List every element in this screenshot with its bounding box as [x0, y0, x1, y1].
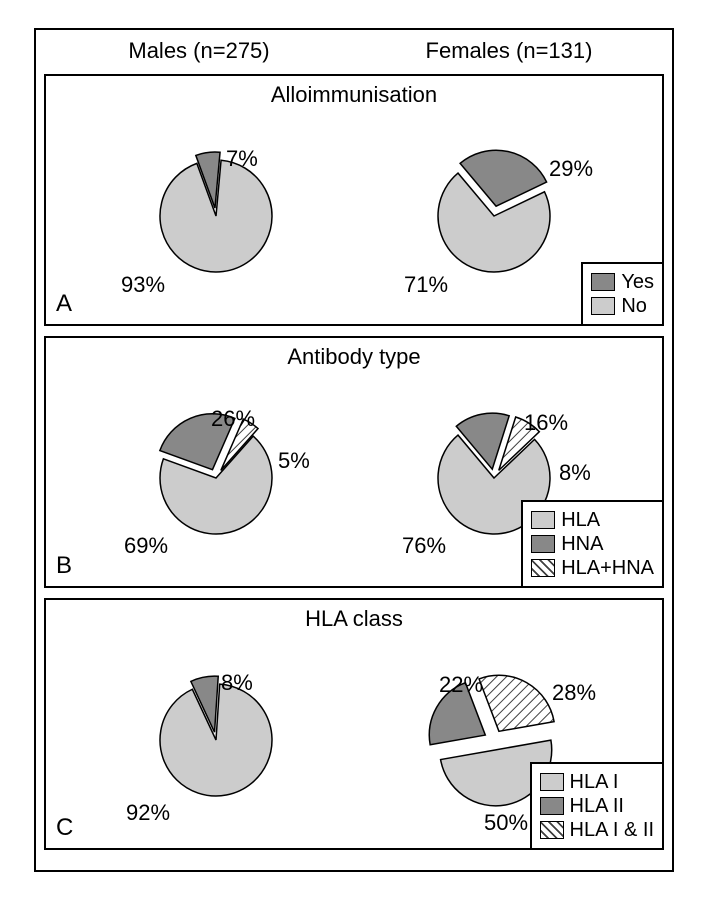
pie: 29% 71%	[394, 116, 594, 316]
legend-swatch	[531, 535, 555, 553]
legend-item: HLA	[531, 508, 654, 532]
legend-item: HNA	[531, 532, 654, 556]
slice-label: 71%	[404, 272, 448, 298]
pie-area: 7% 93% 29% 71%	[46, 116, 662, 314]
legend-label: HLA I	[570, 770, 619, 794]
slice-label: 5%	[278, 448, 310, 474]
slice-label: 26%	[211, 406, 255, 432]
pie: 26% 5% 69%	[116, 378, 316, 578]
legend-label: HLA+HNA	[561, 556, 654, 580]
legend-item: HLA+HNA	[531, 556, 654, 580]
col-males: Males (n=275)	[44, 38, 354, 64]
panel-title: Antibody type	[46, 344, 662, 370]
slice-label: 93%	[121, 272, 165, 298]
panel-B: Antibody typeB26%5%69%16%8%76%HLAHNAHLA+…	[44, 336, 664, 588]
slice-label: 50%	[484, 810, 528, 836]
legend-item: HLA I	[540, 770, 654, 794]
slice-label: 28%	[552, 680, 596, 706]
legend-swatch	[531, 559, 555, 577]
legend-swatch	[591, 297, 615, 315]
legend-swatch	[540, 773, 564, 791]
legend-label: HLA I & II	[570, 818, 654, 842]
slice-label: 8%	[559, 460, 591, 486]
panel-title: HLA class	[46, 606, 662, 632]
slice-label: 69%	[124, 533, 168, 559]
legend-item: No	[591, 294, 654, 318]
slice-label: 8%	[221, 670, 253, 696]
col-females: Females (n=131)	[354, 38, 664, 64]
panel-A: AlloimmunisationA7%93%29%71%YesNo	[44, 74, 664, 326]
legend-swatch	[531, 511, 555, 529]
legend: YesNo	[581, 262, 664, 326]
slice-label: 29%	[549, 156, 593, 182]
legend-label: HLA	[561, 508, 600, 532]
panel-C: HLA classC8%92%22%28%50%HLA IHLA IIHLA I…	[44, 598, 664, 850]
slice-label: 22%	[439, 672, 483, 698]
legend: HLAHNAHLA+HNA	[521, 500, 664, 588]
legend-swatch	[540, 797, 564, 815]
slice-label: 76%	[402, 533, 446, 559]
legend-label: HNA	[561, 532, 603, 556]
legend-label: Yes	[621, 270, 654, 294]
pie: 8% 92%	[116, 640, 316, 840]
panel-title: Alloimmunisation	[46, 82, 662, 108]
slice-label: 16%	[524, 410, 568, 436]
legend-label: No	[621, 294, 647, 318]
pie-col-male: 26% 5% 69%	[46, 378, 354, 576]
figure-frame: Males (n=275) Females (n=131) Alloimmuni…	[34, 28, 674, 872]
legend-item: HLA II	[540, 794, 654, 818]
pie-col-male: 7% 93%	[46, 116, 354, 314]
legend-swatch	[591, 273, 615, 291]
legend-item: Yes	[591, 270, 654, 294]
legend-item: HLA I & II	[540, 818, 654, 842]
legend-label: HLA II	[570, 794, 624, 818]
legend: HLA IHLA IIHLA I & II	[530, 762, 664, 850]
pie-col-male: 8% 92%	[46, 640, 354, 838]
slice-label: 92%	[126, 800, 170, 826]
legend-swatch	[540, 821, 564, 839]
column-headers: Males (n=275) Females (n=131)	[44, 36, 664, 72]
pie: 7% 93%	[116, 116, 316, 316]
slice-label: 7%	[226, 146, 258, 172]
panels-container: AlloimmunisationA7%93%29%71%YesNoAntibod…	[44, 74, 664, 850]
